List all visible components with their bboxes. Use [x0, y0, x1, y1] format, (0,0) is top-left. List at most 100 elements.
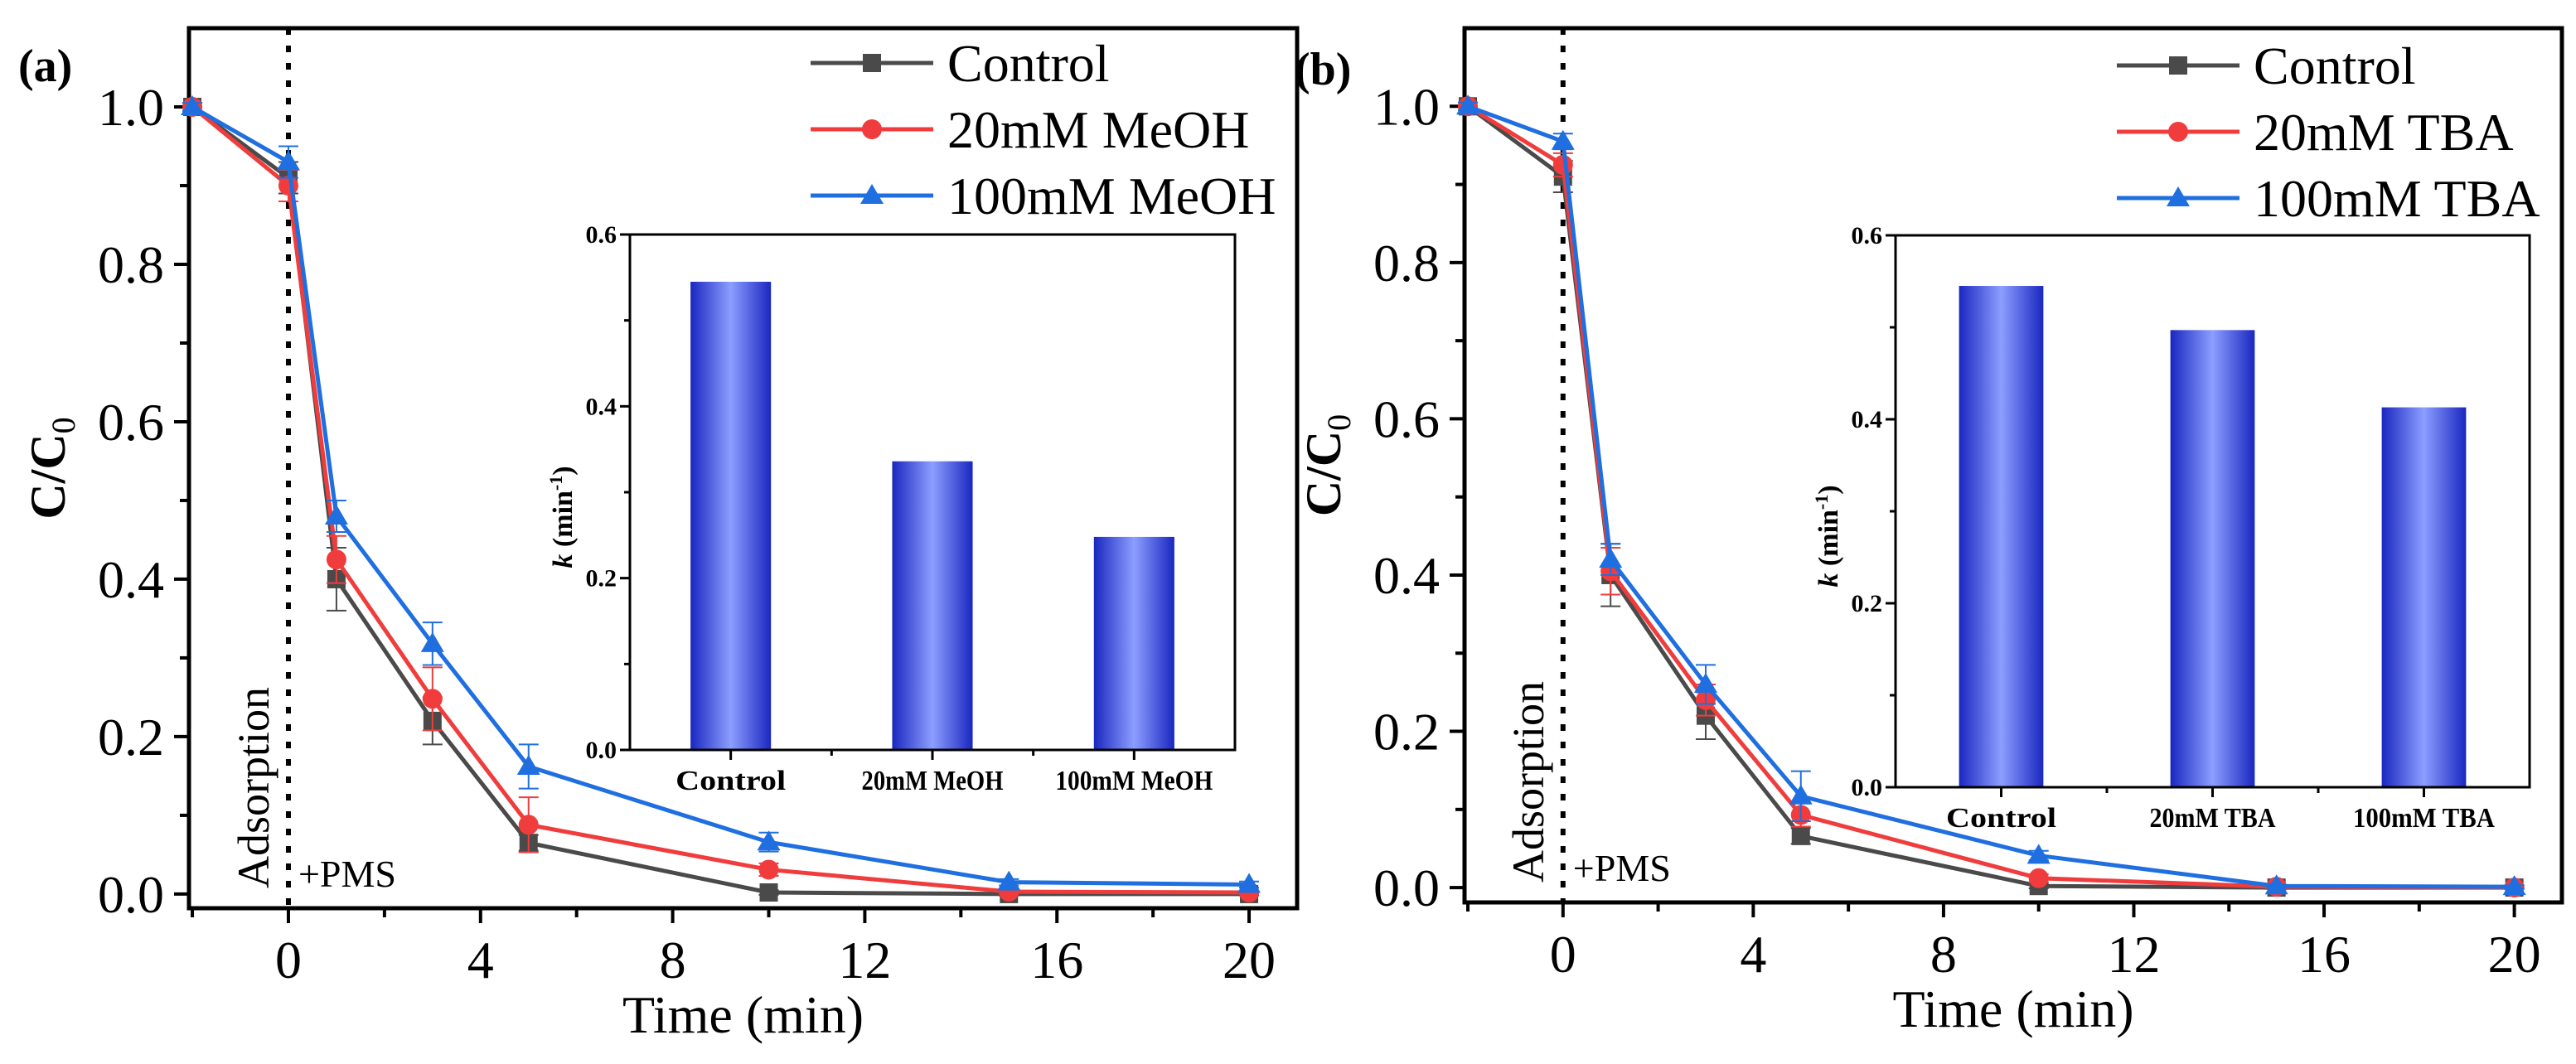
- legend-entry: 20mM MeOH: [811, 100, 1249, 159]
- y-tick-label: 0.0: [98, 865, 164, 924]
- panel-a: 0 4 8 12 16 20 0.0 0.2 0.4 0.6 0.8 1.0 Time (min) C/C…: [18, 26, 1300, 1044]
- inset-bar-chart: Control 20mM MeOH 100mM MeOH 0.0 0.2 0.4 0.6 k …: [545, 221, 1237, 796]
- data-point: [1693, 672, 1717, 693]
- x-tick-label: 12: [838, 931, 891, 989]
- x-tick-label: 0: [1550, 925, 1576, 984]
- y-tick-label: 0.4: [1373, 546, 1440, 605]
- data-point: [757, 830, 781, 851]
- y-axis-title-main: C/C: [21, 433, 75, 519]
- series-high: [1456, 94, 2526, 896]
- inset-bar: [690, 282, 772, 750]
- inset-y-tick-label: 0.4: [1852, 406, 1883, 433]
- x-tick-label: 12: [2107, 925, 2160, 984]
- adsorption-label: Adsorption: [229, 687, 278, 888]
- legend-label: 100mM TBA: [2254, 169, 2540, 228]
- data-point: [2028, 868, 2049, 888]
- inset-y-title-close: ): [1813, 485, 1844, 494]
- panel-b: 0 4 8 12 16 20 0.0 0.2 0.4 0.6 0.8 1.0 Time (min) C/C…: [1295, 26, 2564, 1038]
- inset-y-tick-label: 0.4: [586, 393, 617, 420]
- series-line: [191, 104, 1250, 887]
- inset-category-label: Control: [1946, 803, 2056, 834]
- legend-marker: [862, 119, 882, 139]
- pms-label: +PMS: [298, 853, 396, 895]
- inset-y-title-close: ): [548, 466, 579, 475]
- legend-marker: [2169, 56, 2187, 75]
- inset-y-axis-title: k (min-1): [1811, 485, 1844, 587]
- legend-label: Control: [947, 34, 1110, 93]
- data-point: [420, 631, 444, 652]
- series-high: [181, 94, 1261, 893]
- series-line: [1466, 104, 2515, 890]
- legend-entry: Control: [2117, 36, 2416, 95]
- pms-label: +PMS: [1573, 847, 1671, 889]
- data-point: [278, 175, 298, 196]
- inset-y-title-unit: (min: [1813, 510, 1844, 573]
- data-point: [997, 870, 1021, 891]
- y-axis-title: C/C0: [21, 417, 82, 519]
- inset-y-tick-label: 0.0: [1852, 774, 1883, 801]
- data-point: [759, 883, 778, 902]
- inset-bar: [2381, 407, 2467, 787]
- legend-label: Control: [2254, 36, 2416, 95]
- legend-label: 20mM MeOH: [947, 100, 1249, 159]
- data-point: [1789, 784, 1813, 805]
- inset-y-title-k: k: [548, 554, 579, 568]
- x-tick-label: 20: [2488, 925, 2541, 984]
- inset-bar: [1959, 286, 2044, 787]
- legend-entry: 100mM MeOH: [811, 167, 1276, 225]
- inset-y-tick-label: 0.2: [1852, 590, 1883, 617]
- inset-y-tick-label: 0.6: [586, 221, 617, 249]
- panel-label: (b): [1295, 44, 1351, 95]
- inset-bar-chart: Control 20mM TBA 100mM TBA 0.0 0.2 0.4 0.6 k (m…: [1811, 222, 2531, 834]
- data-point: [2026, 844, 2051, 864]
- legend-marker: [2168, 122, 2188, 142]
- y-tick-label: 0.4: [98, 550, 164, 609]
- x-tick-label: 16: [2298, 925, 2351, 984]
- data-point: [1791, 826, 1810, 845]
- legend-entry: 100mM TBA: [2117, 169, 2540, 228]
- y-tick-label: 0.2: [98, 708, 164, 767]
- inset-category-label: 100mM TBA: [2353, 803, 2495, 834]
- adsorption-label: Adsorption: [1503, 681, 1553, 883]
- legend-label: 20mM TBA: [2254, 103, 2514, 162]
- legend-label: 100mM MeOH: [947, 167, 1276, 225]
- inset-y-title-superscript: -1: [1811, 495, 1832, 510]
- y-tick-label: 1.0: [1373, 77, 1440, 136]
- y-axis-title: C/C0: [1296, 414, 1358, 516]
- y-tick-label: 1.0: [98, 78, 164, 137]
- series-line: [1467, 104, 2515, 889]
- data-point: [181, 94, 205, 115]
- y-axis-title-subscript: 0: [45, 417, 82, 433]
- plot-frame: [1462, 26, 2564, 905]
- inset-category-label: 20mM TBA: [2150, 803, 2276, 834]
- inset-y-tick-label: 0.0: [586, 737, 617, 764]
- inset-y-title-k: k: [1813, 573, 1844, 588]
- inset-category-label: 20mM MeOH: [862, 766, 1004, 796]
- x-tick-label: 16: [1030, 931, 1083, 989]
- y-tick-label: 0.6: [98, 393, 164, 452]
- data-point: [2502, 875, 2526, 896]
- data-point: [2264, 874, 2288, 895]
- x-tick-label: 0: [275, 931, 302, 989]
- data-point: [1551, 129, 1575, 150]
- legend-entry: Control: [811, 34, 1110, 93]
- data-point: [518, 815, 539, 835]
- plot-frame: [186, 26, 1300, 911]
- data-point: [422, 689, 443, 709]
- inset-y-tick-label: 0.2: [586, 565, 617, 592]
- inset-bar: [892, 461, 973, 750]
- inset-bar: [1093, 536, 1174, 750]
- y-axis-title-subscript: 0: [1320, 414, 1358, 431]
- y-tick-label: 0.6: [1373, 389, 1440, 448]
- x-tick-label: 8: [660, 931, 686, 989]
- x-tick-label: 20: [1223, 931, 1276, 989]
- inset-bar: [2170, 330, 2255, 788]
- y-tick-label: 0.2: [1373, 703, 1440, 762]
- inset-category-label: Control: [675, 766, 786, 796]
- data-point: [1237, 873, 1261, 893]
- inset-category-label: 100mM MeOH: [1055, 766, 1213, 796]
- inset-y-title-unit: (min: [548, 491, 579, 554]
- legend-marker: [2167, 186, 2190, 206]
- y-tick-label: 0.0: [1373, 858, 1440, 917]
